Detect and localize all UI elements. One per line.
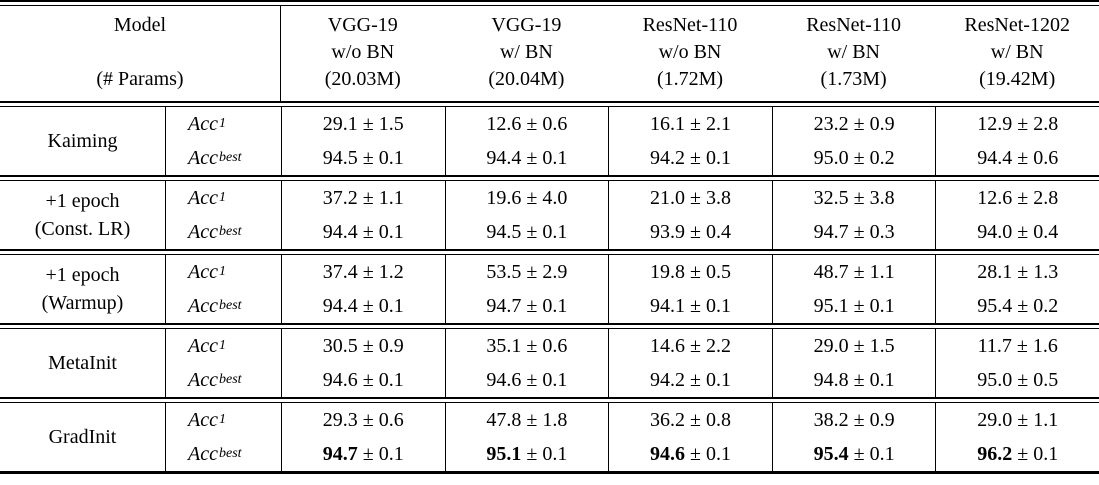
accbest-value-r0-c4: 94.4 ± 0.6 — [935, 141, 1099, 175]
header-col-resnet110-wo-bn: ResNet-110 w/o BN (1.72M) — [642, 14, 738, 90]
acc1-value-r0-c1: 12.6 ± 0.6 — [444, 107, 609, 141]
acc1-value-r4-c4: 29.0 ± 1.1 — [935, 403, 1099, 437]
acc1-value-r0-c4: 12.9 ± 2.8 — [935, 107, 1099, 141]
accbest-value-r0-c3: 95.0 ± 0.2 — [771, 141, 936, 175]
acc1-value-r0-c0: 29.1 ± 1.5 — [281, 107, 445, 141]
header-model-label: Model — [113, 14, 167, 36]
accbest-value-r4-c3: 95.4 ± 0.1 — [771, 437, 936, 471]
metric-label-acc1: Acc 1 — [165, 255, 281, 289]
block-separator-rule — [0, 101, 1099, 107]
accbest-value-r1-c0: 94.4 ± 0.1 — [281, 215, 445, 249]
metric-label-accbest: Acc best — [165, 215, 281, 249]
acc1-value-r1-c4: 12.6 ± 2.8 — [935, 181, 1099, 215]
table-row-block: GradInit Acc 1 Acc best 29.3 ± 0.6 47.8 ± 1… — [0, 403, 1099, 471]
acc1-value-r2-c0: 37.4 ± 1.2 — [281, 255, 445, 289]
metric-label-accbest: Acc best — [165, 363, 281, 397]
metric-label-accbest: Acc best — [165, 289, 281, 323]
acc1-value-r1-c3: 32.5 ± 3.8 — [771, 181, 936, 215]
block-separator-rule — [0, 249, 1099, 255]
metric-label-acc1: Acc 1 — [165, 107, 281, 141]
block-separator-rule — [0, 175, 1099, 181]
header-model-cell: Model (# Params) — [0, 6, 281, 101]
accbest-value-r4-c0: 94.7 ± 0.1 — [281, 437, 445, 471]
table-row-block: +1 epoch (Const. LR) Acc 1 Acc best 37.2 ± … — [0, 181, 1099, 249]
header-col-vgg19-w-bn: VGG-19 w/ BN (20.04M) — [488, 14, 565, 90]
table-row-block: Kaiming Acc 1 Acc best 29.1 ± 1.5 12.6 ± 0.… — [0, 107, 1099, 175]
acc1-value-r4-c3: 38.2 ± 0.9 — [771, 403, 936, 437]
acc1-value-r1-c2: 21.0 ± 3.8 — [608, 181, 772, 215]
acc1-value-r4-c2: 36.2 ± 0.8 — [608, 403, 772, 437]
header-col-vgg19-wo-bn: VGG-19 w/o BN (20.03M) — [324, 14, 401, 90]
model-name-cell: MetaInit — [48, 352, 117, 374]
accbest-value-r2-c2: 94.1 ± 0.1 — [608, 289, 772, 323]
accbest-value-r3-c3: 94.8 ± 0.1 — [771, 363, 936, 397]
acc1-value-r3-c3: 29.0 ± 1.5 — [771, 329, 936, 363]
metric-label-accbest: Acc best — [165, 141, 281, 175]
accbest-value-r1-c2: 93.9 ± 0.4 — [608, 215, 772, 249]
acc1-value-r4-c1: 47.8 ± 1.8 — [444, 403, 609, 437]
acc1-value-r3-c4: 11.7 ± 1.6 — [935, 329, 1099, 363]
accbest-value-r2-c4: 95.4 ± 0.2 — [935, 289, 1099, 323]
accbest-value-r2-c1: 94.7 ± 0.1 — [444, 289, 609, 323]
table-bottom-rule — [0, 471, 1099, 474]
accbest-value-r3-c2: 94.2 ± 0.1 — [608, 363, 772, 397]
metric-label-acc1: Acc 1 — [165, 329, 281, 363]
block-separator-rule — [0, 323, 1099, 329]
acc1-value-r1-c0: 37.2 ± 1.1 — [281, 181, 445, 215]
acc1-value-r4-c0: 29.3 ± 0.6 — [281, 403, 445, 437]
accbest-value-r0-c0: 94.5 ± 0.1 — [281, 141, 445, 175]
metric-label-acc1: Acc 1 — [165, 181, 281, 215]
table-row-block: MetaInit Acc 1 Acc best 30.5 ± 0.9 35.1 ± 0… — [0, 329, 1099, 397]
acc1-value-r2-c2: 19.8 ± 0.5 — [608, 255, 772, 289]
acc1-value-r1-c1: 19.6 ± 4.0 — [444, 181, 609, 215]
model-name-cell: GradInit — [48, 426, 117, 448]
table-header-row: Model (# Params) VGG-19 w/o BN (20.03M) … — [0, 6, 1099, 101]
acc1-value-r3-c0: 30.5 ± 0.9 — [281, 329, 445, 363]
model-name-cell: Kaiming — [47, 130, 118, 152]
acc1-value-r3-c1: 35.1 ± 0.6 — [444, 329, 609, 363]
accbest-value-r4-c4: 96.2 ± 0.1 — [935, 437, 1099, 471]
accbest-value-r1-c1: 94.5 ± 0.1 — [444, 215, 609, 249]
header-col-resnet110-w-bn: ResNet-110 w/ BN (1.73M) — [806, 14, 901, 90]
block-separator-rule — [0, 397, 1099, 403]
acc1-value-r2-c1: 53.5 ± 2.9 — [444, 255, 609, 289]
accbest-value-r1-c3: 94.7 ± 0.3 — [771, 215, 936, 249]
acc1-value-r0-c3: 23.2 ± 0.9 — [771, 107, 936, 141]
table-top-rule — [0, 0, 1099, 6]
model-name-cell: +1 epoch (Const. LR) — [34, 190, 131, 240]
accbest-value-r4-c2: 94.6 ± 0.1 — [608, 437, 772, 471]
accbest-value-r1-c4: 94.0 ± 0.4 — [935, 215, 1099, 249]
accbest-value-r3-c4: 95.0 ± 0.5 — [935, 363, 1099, 397]
model-name-cell: +1 epoch (Warmup) — [41, 264, 124, 314]
table-body: Kaiming Acc 1 Acc best 29.1 ± 1.5 12.6 ± 0.… — [0, 101, 1099, 471]
acc1-value-r3-c2: 14.6 ± 2.2 — [608, 329, 772, 363]
accbest-value-r0-c2: 94.2 ± 0.1 — [608, 141, 772, 175]
accbest-value-r2-c0: 94.4 ± 0.1 — [281, 289, 445, 323]
acc1-value-r2-c3: 48.7 ± 1.1 — [771, 255, 936, 289]
accbest-value-r2-c3: 95.1 ± 0.1 — [771, 289, 936, 323]
accbest-value-r4-c1: 95.1 ± 0.1 — [444, 437, 609, 471]
acc1-value-r2-c4: 28.1 ± 1.3 — [935, 255, 1099, 289]
accbest-value-r3-c1: 94.6 ± 0.1 — [444, 363, 609, 397]
metric-label-accbest: Acc best — [165, 437, 281, 471]
accbest-value-r3-c0: 94.6 ± 0.1 — [281, 363, 445, 397]
header-params-label: (# Params) — [96, 68, 184, 90]
metric-label-acc1: Acc 1 — [165, 403, 281, 437]
results-table: Model (# Params) VGG-19 w/o BN (20.03M) … — [0, 0, 1099, 474]
table-row-block: +1 epoch (Warmup) Acc 1 Acc best 37.4 ± 1.2… — [0, 255, 1099, 323]
header-col-resnet1202-w-bn: ResNet-1202 w/ BN (19.42M) — [964, 14, 1070, 90]
accbest-value-r0-c1: 94.4 ± 0.1 — [444, 141, 609, 175]
acc1-value-r0-c2: 16.1 ± 2.1 — [608, 107, 772, 141]
